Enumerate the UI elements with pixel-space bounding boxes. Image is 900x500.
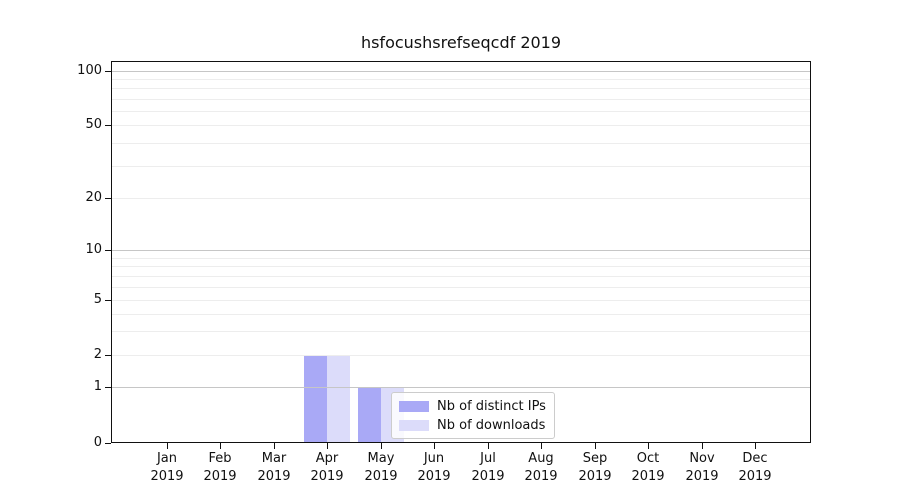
x-tick-label-may: May 2019 <box>353 450 409 486</box>
x-tick-year-sep: 2019 <box>578 469 612 484</box>
x-tick-year-jun: 2019 <box>417 469 451 484</box>
legend-swatch-downloads <box>399 419 429 431</box>
minor-gridline-y-70 <box>112 99 810 100</box>
x-tick-label-jun: Jun 2019 <box>406 450 462 486</box>
y-tick-label-0: 0 <box>93 435 102 450</box>
x-tick-label-nov: Nov 2019 <box>674 450 730 486</box>
y-tick-0 <box>105 443 111 444</box>
y-tick-10 <box>105 250 111 251</box>
x-tick-label-mar: Mar 2019 <box>246 450 302 486</box>
legend-entry-downloads: Nb of downloads <box>399 417 546 433</box>
y-tick-20 <box>105 198 111 199</box>
x-tick-year-oct: 2019 <box>631 469 665 484</box>
x-tick-label-dec: Dec 2019 <box>727 450 783 486</box>
minor-gridline-y-40 <box>112 143 810 144</box>
gridline-y-1 <box>112 387 810 388</box>
legend-label-downloads: Nb of downloads <box>437 417 546 433</box>
minor-gridline-y-60 <box>112 111 810 112</box>
x-tick-sep <box>595 443 596 449</box>
x-tick-label-oct: Oct 2019 <box>620 450 676 486</box>
y-tick-label-50: 50 <box>85 117 102 132</box>
x-tick-year-may: 2019 <box>364 469 398 484</box>
x-tick-feb <box>220 443 221 449</box>
plot-area-frame <box>111 61 811 443</box>
x-tick-label-jan: Jan 2019 <box>139 450 195 486</box>
gridline-y-20 <box>112 198 810 199</box>
x-tick-jun <box>434 443 435 449</box>
y-tick-label-5: 5 <box>93 292 102 307</box>
x-tick-jan <box>167 443 168 449</box>
minor-gridline-y-7 <box>112 276 810 277</box>
gridline-y-10 <box>112 250 810 251</box>
x-tick-mar <box>274 443 275 449</box>
y-tick-1 <box>105 387 111 388</box>
x-tick-year-jul: 2019 <box>471 469 505 484</box>
x-tick-year-feb: 2019 <box>203 469 237 484</box>
x-tick-label-sep: Sep 2019 <box>567 450 623 486</box>
y-tick-5 <box>105 300 111 301</box>
minor-gridline-y-8 <box>112 266 810 267</box>
x-tick-label-aug: Aug 2019 <box>513 450 569 486</box>
gridline-y-5 <box>112 300 810 301</box>
y-tick-label-100: 100 <box>77 63 102 78</box>
legend: Nb of distinct IPs Nb of downloads <box>391 392 555 439</box>
gridline-y-2 <box>112 355 810 356</box>
legend-swatch-distinct-ips <box>399 400 429 412</box>
x-tick-year-nov: 2019 <box>685 469 719 484</box>
x-tick-year-dec: 2019 <box>738 469 772 484</box>
minor-gridline-y-80 <box>112 88 810 89</box>
y-tick-label-20: 20 <box>85 190 102 205</box>
x-tick-aug <box>541 443 542 449</box>
gridline-y-50 <box>112 125 810 126</box>
x-tick-year-mar: 2019 <box>257 469 291 484</box>
y-tick-100 <box>105 71 111 72</box>
x-tick-year-apr: 2019 <box>310 469 344 484</box>
x-tick-nov <box>702 443 703 449</box>
minor-gridline-y-9 <box>112 258 810 259</box>
y-tick-label-10: 10 <box>85 242 102 257</box>
chart-title: hsfocushsrefseqcdf 2019 <box>360 33 562 52</box>
x-tick-apr <box>327 443 328 449</box>
minor-gridline-y-4 <box>112 314 810 315</box>
y-tick-2 <box>105 355 111 356</box>
x-tick-dec <box>755 443 756 449</box>
x-tick-year-jan: 2019 <box>150 469 184 484</box>
x-tick-may <box>381 443 382 449</box>
x-tick-oct <box>648 443 649 449</box>
x-tick-label-feb: Feb 2019 <box>192 450 248 486</box>
legend-label-distinct-ips: Nb of distinct IPs <box>437 398 546 414</box>
bar-downloads-apr <box>327 355 351 442</box>
x-tick-label-jul: Jul 2019 <box>460 450 516 486</box>
bar-distinct-ips-may <box>357 386 381 442</box>
legend-entry-distinct-ips: Nb of distinct IPs <box>399 398 546 414</box>
minor-gridline-y-90 <box>112 79 810 80</box>
minor-gridline-y-30 <box>112 166 810 167</box>
x-tick-jul <box>488 443 489 449</box>
bar-distinct-ips-apr <box>304 355 328 442</box>
minor-gridline-y-3 <box>112 331 810 332</box>
y-tick-50 <box>105 125 111 126</box>
y-tick-label-2: 2 <box>93 347 102 362</box>
x-tick-year-aug: 2019 <box>524 469 558 484</box>
gridline-y-100 <box>112 71 810 72</box>
minor-gridline-y-6 <box>112 287 810 288</box>
y-tick-label-1: 1 <box>93 379 102 394</box>
x-tick-label-apr: Apr 2019 <box>299 450 355 486</box>
